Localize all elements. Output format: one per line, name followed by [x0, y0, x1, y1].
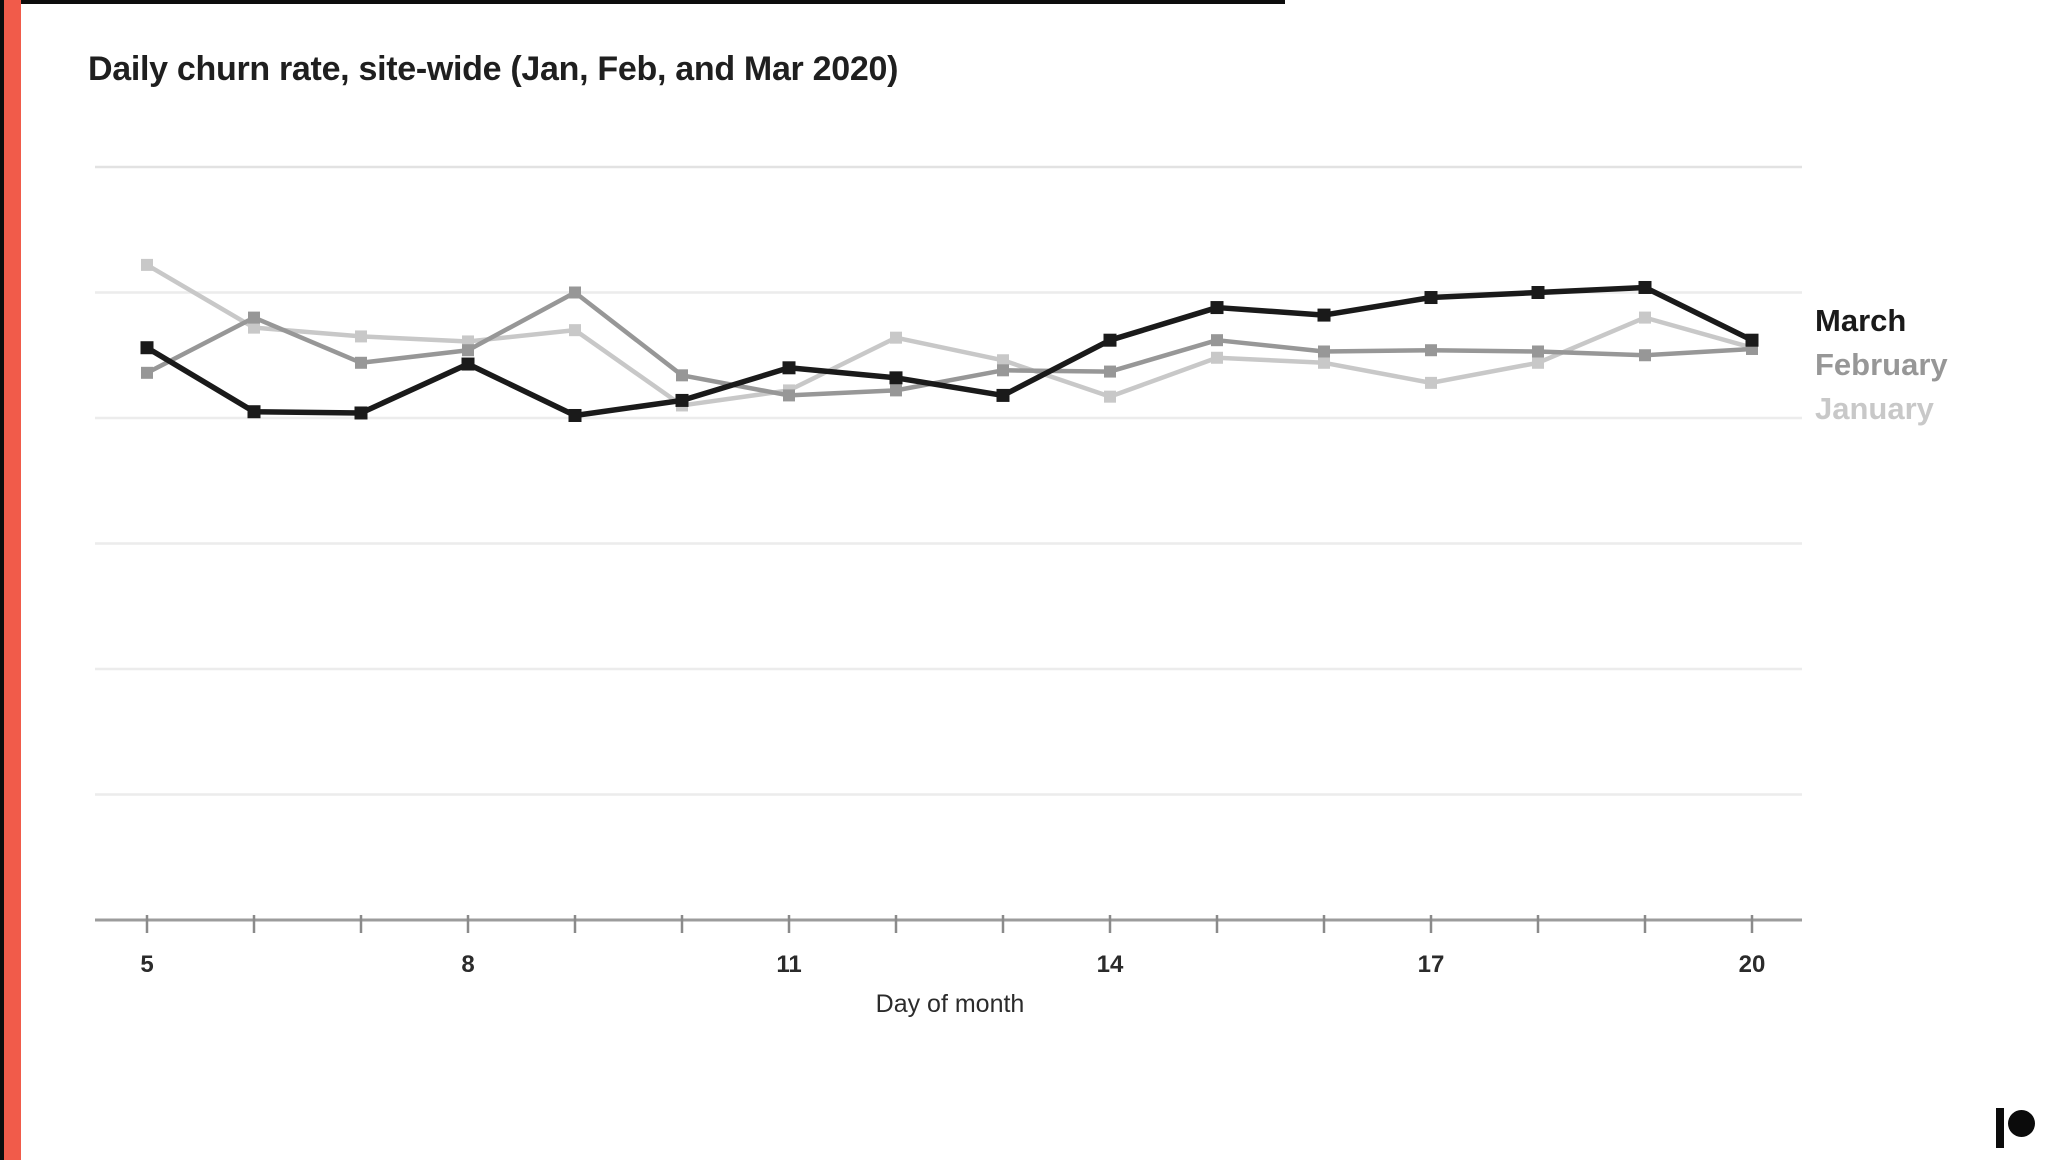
x-tick-label: 20	[1739, 951, 1766, 978]
left-edge-strip	[0, 0, 4, 1160]
data-point-marker	[355, 330, 367, 343]
data-point-marker	[675, 393, 689, 407]
data-point-marker	[997, 354, 1009, 367]
data-point-marker	[1211, 351, 1223, 364]
series-line-february	[141, 286, 1758, 402]
data-point-marker	[247, 405, 261, 419]
data-point-marker	[1639, 311, 1651, 324]
data-point-marker	[1532, 356, 1544, 369]
data-point-marker	[1318, 345, 1330, 358]
data-point-marker	[782, 361, 796, 375]
data-point-marker	[997, 364, 1009, 377]
data-point-marker	[996, 388, 1010, 402]
data-point-marker	[248, 321, 260, 334]
data-point-marker	[890, 384, 902, 397]
series-line-march	[140, 280, 1759, 422]
patreon-logo-icon	[1996, 1106, 2038, 1150]
legend-item-january: January	[1815, 391, 1934, 426]
x-axis-label: Day of month	[875, 990, 1025, 1018]
accent-bar	[4, 0, 21, 1160]
data-point-marker	[676, 369, 688, 382]
data-point-marker	[569, 324, 581, 337]
x-tick-label: 11	[776, 951, 801, 978]
data-point-marker	[355, 356, 367, 369]
data-point-marker	[1424, 291, 1438, 305]
x-tick-label: 5	[140, 951, 153, 978]
data-point-marker	[1104, 390, 1116, 403]
data-point-marker	[1211, 334, 1223, 347]
data-point-marker	[1745, 333, 1759, 347]
chart-title: Daily churn rate, site-wide (Jan, Feb, a…	[88, 50, 899, 88]
data-point-marker	[1638, 280, 1652, 294]
data-point-marker	[889, 371, 903, 385]
patreon-logo-bar	[1996, 1108, 2004, 1148]
data-point-marker	[783, 389, 795, 402]
patreon-logo-circle	[2008, 1110, 2035, 1137]
data-point-marker	[1104, 365, 1116, 378]
data-point-marker	[890, 331, 902, 344]
x-tick-label: 17	[1418, 951, 1445, 978]
data-point-marker	[140, 341, 154, 355]
data-point-marker	[1532, 345, 1544, 358]
x-tick-label: 14	[1097, 951, 1124, 978]
data-point-marker	[141, 366, 153, 379]
data-point-marker	[1639, 349, 1651, 362]
data-point-marker	[354, 406, 368, 420]
data-point-marker	[141, 258, 153, 271]
data-point-marker	[1103, 333, 1117, 347]
data-point-marker	[1318, 356, 1330, 369]
legend-item-february: February	[1815, 347, 1948, 382]
data-point-marker	[462, 344, 474, 357]
data-point-marker	[248, 311, 260, 324]
data-point-marker	[1425, 344, 1437, 357]
x-axis: 5 8 11 14 17 20	[95, 915, 1802, 978]
data-point-marker	[1210, 301, 1224, 315]
data-point-marker	[461, 357, 475, 371]
data-point-marker	[569, 286, 581, 299]
x-tick-label: 8	[461, 951, 474, 978]
data-point-marker	[1317, 308, 1331, 322]
top-border-strip	[0, 0, 1285, 4]
data-point-marker	[1531, 286, 1545, 299]
gridlines	[95, 165, 1802, 796]
legend-item-march: March	[1815, 303, 1907, 338]
data-point-marker	[568, 408, 582, 422]
data-point-marker	[1425, 376, 1437, 389]
